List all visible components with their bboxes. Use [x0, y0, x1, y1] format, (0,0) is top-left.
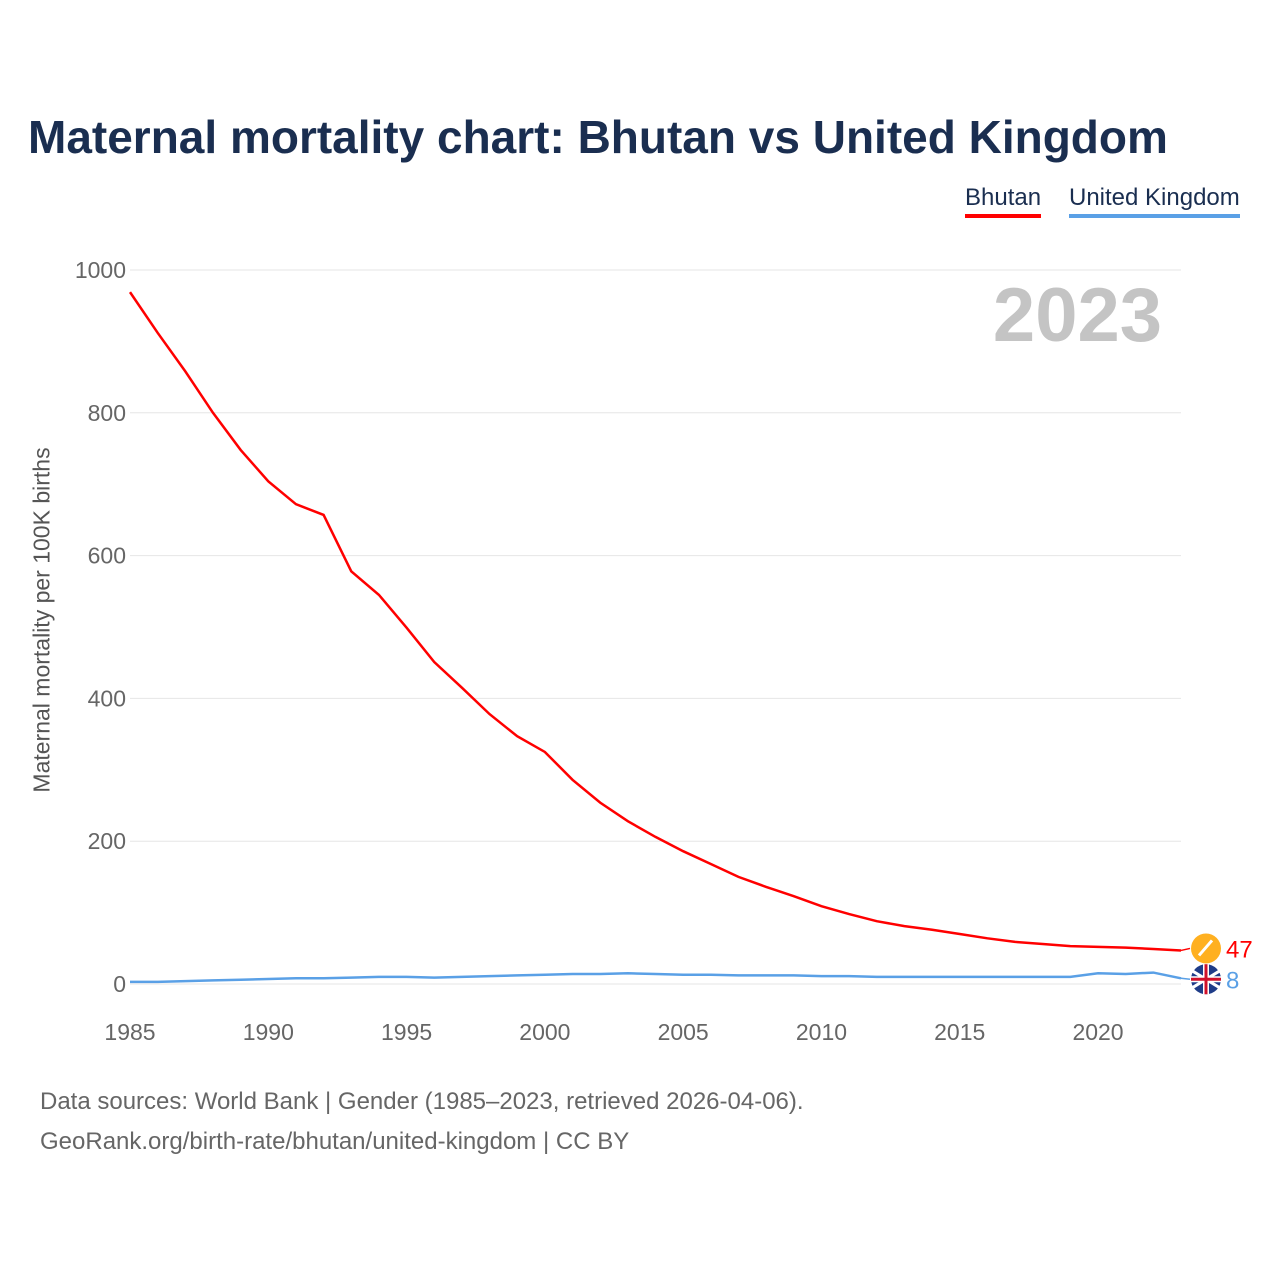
end-value-label: 8	[1226, 967, 1239, 994]
x-tick-label: 2020	[1072, 1019, 1123, 1045]
x-tick-label: 2015	[934, 1019, 985, 1045]
x-tick-label: 2005	[658, 1019, 709, 1045]
y-tick-label: 400	[88, 685, 126, 711]
uk-flag-cross-red	[1191, 964, 1221, 995]
label-connector	[1180, 977, 1191, 981]
y-tick-label: 600	[88, 543, 126, 569]
x-tick-label: 1995	[381, 1019, 432, 1045]
x-tick-label: 2000	[519, 1019, 570, 1045]
bhutan-flag-dragon	[1197, 939, 1214, 957]
y-tick-label: 0	[113, 971, 126, 997]
series-line-bhutan	[128, 291, 1182, 952]
end-value-label: 47	[1226, 936, 1253, 963]
y-tick-label: 800	[88, 400, 126, 426]
label-connector	[1180, 947, 1191, 952]
x-tick-label: 1990	[243, 1019, 294, 1045]
y-tick-label: 1000	[75, 257, 126, 283]
x-tick-label: 2010	[796, 1019, 847, 1045]
x-tick-label: 1985	[104, 1019, 155, 1045]
series-line-united-kingdom	[130, 971, 1182, 984]
year-label: 2023	[992, 273, 1162, 358]
legend-united-kingdom[interactable]: United Kingdom	[1069, 184, 1240, 218]
source-text: Data sources: World Bank | Gender (1985–…	[40, 1088, 804, 1115]
chart-title: Maternal mortality chart: Bhutan vs Unit…	[28, 111, 1168, 163]
y-tick-label: 200	[88, 828, 126, 854]
legend-bhutan[interactable]: Bhutan	[965, 184, 1042, 218]
source-link[interactable]: GeoRank.org/birth-rate/bhutan/united-kin…	[40, 1128, 630, 1155]
